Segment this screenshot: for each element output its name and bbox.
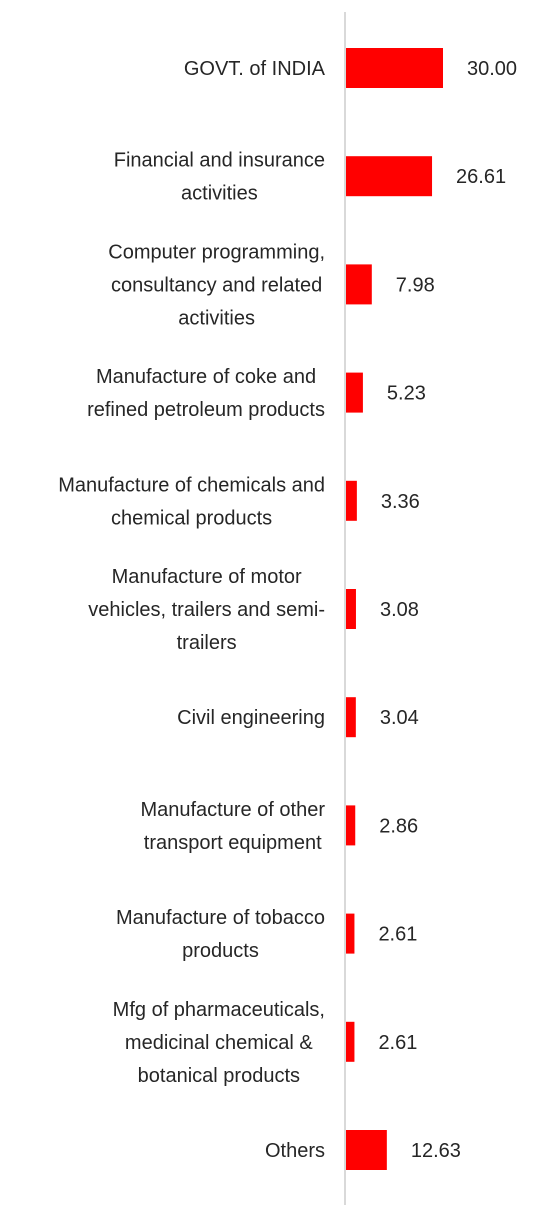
category-label-11: Others [265, 1140, 325, 1162]
bar-8 [346, 805, 356, 846]
category-label-line: Others [265, 1140, 325, 1162]
bar-9 [346, 913, 355, 954]
bar-4 [346, 372, 363, 413]
category-label-8: Manufacture of other transport equipment [140, 799, 325, 854]
category-label-line: consultancy and related [111, 274, 322, 296]
bar-7 [346, 697, 356, 738]
value-label-6: 3.08 [380, 599, 419, 621]
value-labels-group: 30.00 26.61 7.98 5.23 3.36 3.08 3.04 2.86 2.61 2.… [378, 58, 517, 1162]
category-label-line: Manufacture of tobacco [116, 907, 325, 929]
category-label-line: Manufacture of chemicals and [58, 474, 325, 496]
category-label-line: activities [178, 307, 255, 329]
value-label-2: 26.61 [456, 166, 506, 188]
category-label-line: botanical products [138, 1065, 300, 1087]
bar-11 [346, 1130, 387, 1170]
category-labels-group: GOVT. of INDIA Financial and insurance act… [58, 58, 325, 1162]
category-label-line: Computer programming, [108, 241, 325, 263]
bar-1 [346, 48, 443, 88]
bar-5 [346, 480, 357, 521]
bar-10 [346, 1021, 355, 1062]
bar-2 [346, 156, 433, 197]
bar-6 [346, 589, 356, 629]
value-label-3: 7.98 [396, 274, 435, 296]
category-label-line: activities [181, 183, 258, 205]
category-label-9: Manufacture of tobacco products [116, 907, 325, 962]
category-label-line: Manufacture of coke and [96, 366, 316, 388]
category-label-line: trailers [177, 632, 237, 654]
value-label-4: 5.23 [387, 383, 426, 405]
category-label-line: products [182, 940, 259, 962]
value-label-8: 2.86 [379, 815, 418, 837]
category-label-5: Manufacture of chemicals and chemical pro… [58, 474, 325, 529]
category-label-10: Mfg of pharmaceuticals, medicinal chemica… [113, 999, 325, 1087]
value-label-7: 3.04 [380, 707, 419, 729]
category-label-line: transport equipment [144, 832, 322, 854]
category-label-line: Manufacture of other [140, 799, 325, 821]
value-label-9: 2.61 [378, 924, 417, 946]
category-label-line: Civil engineering [177, 707, 325, 729]
category-label-line: Manufacture of motor [112, 566, 302, 588]
value-label-5: 3.36 [381, 491, 420, 513]
category-label-line: GOVT. of INDIA [184, 58, 326, 80]
category-label-line: vehicles, trailers and semi- [88, 599, 325, 621]
category-label-1: GOVT. of INDIA [184, 58, 326, 80]
category-label-line: Financial and insurance [114, 150, 325, 172]
category-label-2: Financial and insurance activities [114, 150, 325, 205]
category-label-line: refined petroleum products [87, 399, 325, 421]
category-label-line: chemical products [111, 507, 272, 529]
value-label-1: 30.00 [467, 58, 517, 80]
value-label-10: 2.61 [378, 1032, 417, 1054]
bar-3 [346, 264, 372, 305]
category-label-7: Civil engineering [177, 707, 325, 729]
bars-group [346, 48, 443, 1170]
value-label-11: 12.63 [411, 1140, 461, 1162]
category-label-3: Computer programming, consultancy and rel… [108, 241, 325, 329]
category-label-6: Manufacture of motor vehicles, trailers a… [88, 566, 325, 654]
category-label-4: Manufacture of coke and refined petroleum… [87, 366, 325, 421]
category-label-line: medicinal chemical & [125, 1032, 314, 1054]
category-label-line: Mfg of pharmaceuticals, [113, 999, 325, 1021]
